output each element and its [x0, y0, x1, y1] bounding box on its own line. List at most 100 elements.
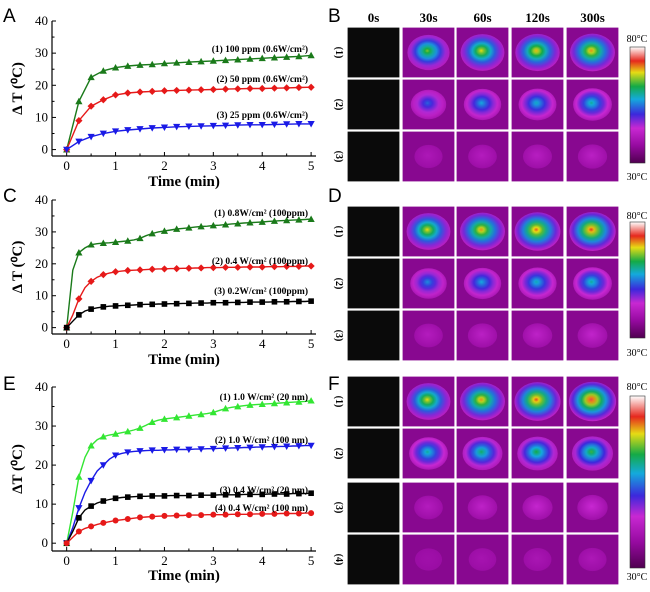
data-point	[283, 443, 291, 450]
data-point	[75, 473, 83, 480]
cell-border	[510, 78, 565, 131]
y-axis-label: Δ T (⁰C)	[10, 62, 26, 115]
data-point	[112, 303, 119, 309]
cell-border	[565, 78, 620, 131]
thermal-image-cell	[346, 205, 401, 258]
y-tick-label: 0	[42, 142, 49, 157]
y-tick-label: 20	[35, 77, 48, 92]
data-point	[210, 511, 217, 518]
thermal-image-cell	[346, 481, 401, 534]
row-label: (2)	[333, 99, 344, 111]
data-point	[75, 97, 83, 105]
data-point	[307, 120, 315, 128]
data-point	[283, 84, 291, 92]
y-tick-label: 40	[35, 192, 48, 207]
cell-border	[346, 427, 401, 480]
cell-border	[346, 533, 401, 586]
data-point	[75, 117, 83, 125]
data-point	[88, 306, 94, 312]
data-point	[210, 492, 217, 498]
panel-letter-f: F	[328, 374, 340, 395]
data-point	[173, 86, 181, 95]
data-point	[247, 491, 253, 498]
data-point	[149, 513, 156, 520]
data-point	[197, 446, 205, 453]
thermal-hotspot	[460, 34, 505, 71]
y-tick-label: 40	[35, 379, 48, 394]
data-point	[295, 510, 302, 517]
thermal-hotspot	[577, 494, 608, 521]
thermal-hotspot	[522, 323, 553, 348]
cell-border	[510, 309, 565, 362]
data-point	[99, 96, 107, 104]
cell-border	[510, 481, 565, 534]
data-point	[283, 491, 290, 497]
data-point	[221, 263, 230, 271]
data-point	[124, 449, 132, 456]
data-point	[148, 447, 156, 454]
data-point	[308, 490, 314, 497]
cell-border	[510, 257, 565, 310]
cell-border	[346, 205, 401, 258]
cell-border	[565, 533, 620, 586]
data-point	[295, 262, 303, 270]
thermal-image-cell	[565, 130, 620, 183]
thermal-image-cell	[510, 481, 565, 534]
row-label: (2)	[333, 448, 344, 460]
cell-border	[565, 26, 620, 79]
data-point	[75, 295, 83, 303]
data-point	[88, 503, 94, 509]
row-label: (3)	[333, 151, 344, 163]
x-tick-label: 2	[161, 553, 168, 568]
thermal-panel-b: B 0s 30s 60s 120s 300s (1) (2) (3) 80°C 30°C	[328, 6, 648, 183]
x-tick-label: 1	[112, 553, 119, 568]
data-point	[87, 133, 95, 141]
thermal-image-cell	[510, 26, 565, 79]
data-point	[198, 300, 204, 306]
data-point	[295, 398, 303, 405]
axes: 0 10 20 30 40 0 1 2 3 4 5 Time (min) ΔT (⁰C)	[10, 379, 316, 584]
row-label: (1)	[333, 47, 344, 59]
cell-border	[565, 375, 620, 428]
y-axis-label: ΔT (⁰C)	[10, 444, 26, 494]
data-point	[173, 123, 181, 131]
cell-border	[455, 427, 510, 480]
data-point	[63, 146, 71, 154]
data-point	[185, 512, 192, 519]
data-point	[148, 418, 156, 426]
cell-border	[455, 130, 510, 183]
data-point	[197, 264, 205, 272]
x-tick-label: 0	[63, 158, 70, 173]
data-point	[160, 87, 169, 95]
data-point	[234, 263, 242, 271]
data-point	[246, 121, 254, 129]
data-point	[209, 445, 217, 453]
data-point	[209, 57, 217, 64]
cell-border	[455, 205, 510, 258]
data-point	[88, 523, 95, 530]
x-tick-label: 0	[63, 553, 70, 568]
thermal-image-cell	[401, 26, 456, 79]
thermal-image-cell	[565, 309, 620, 362]
data-point	[124, 494, 131, 500]
cell-border	[346, 309, 401, 362]
data-point	[283, 53, 291, 60]
data-point	[87, 277, 95, 285]
data-point	[295, 52, 303, 60]
data-point	[246, 401, 254, 408]
data-point	[283, 262, 291, 270]
data-point	[111, 64, 120, 71]
thermal-image-dark	[347, 79, 400, 130]
y-tick-label: 20	[35, 457, 48, 472]
thermal-image-cell	[346, 375, 401, 428]
data-point	[124, 62, 132, 69]
chart-panel-c: C 0 10 20 30 40 0 1 2 3 4 5 Time (min) Δ T (⁰C) (1) 0.…	[3, 186, 316, 368]
cell-border	[401, 481, 456, 534]
data-point	[234, 122, 242, 129]
thermal-image-cell	[455, 78, 510, 131]
cell-border	[401, 205, 456, 258]
panel-letter-d: D	[328, 186, 342, 207]
data-point	[258, 121, 266, 129]
data-point	[283, 510, 290, 517]
y-tick-label: 10	[35, 109, 48, 124]
